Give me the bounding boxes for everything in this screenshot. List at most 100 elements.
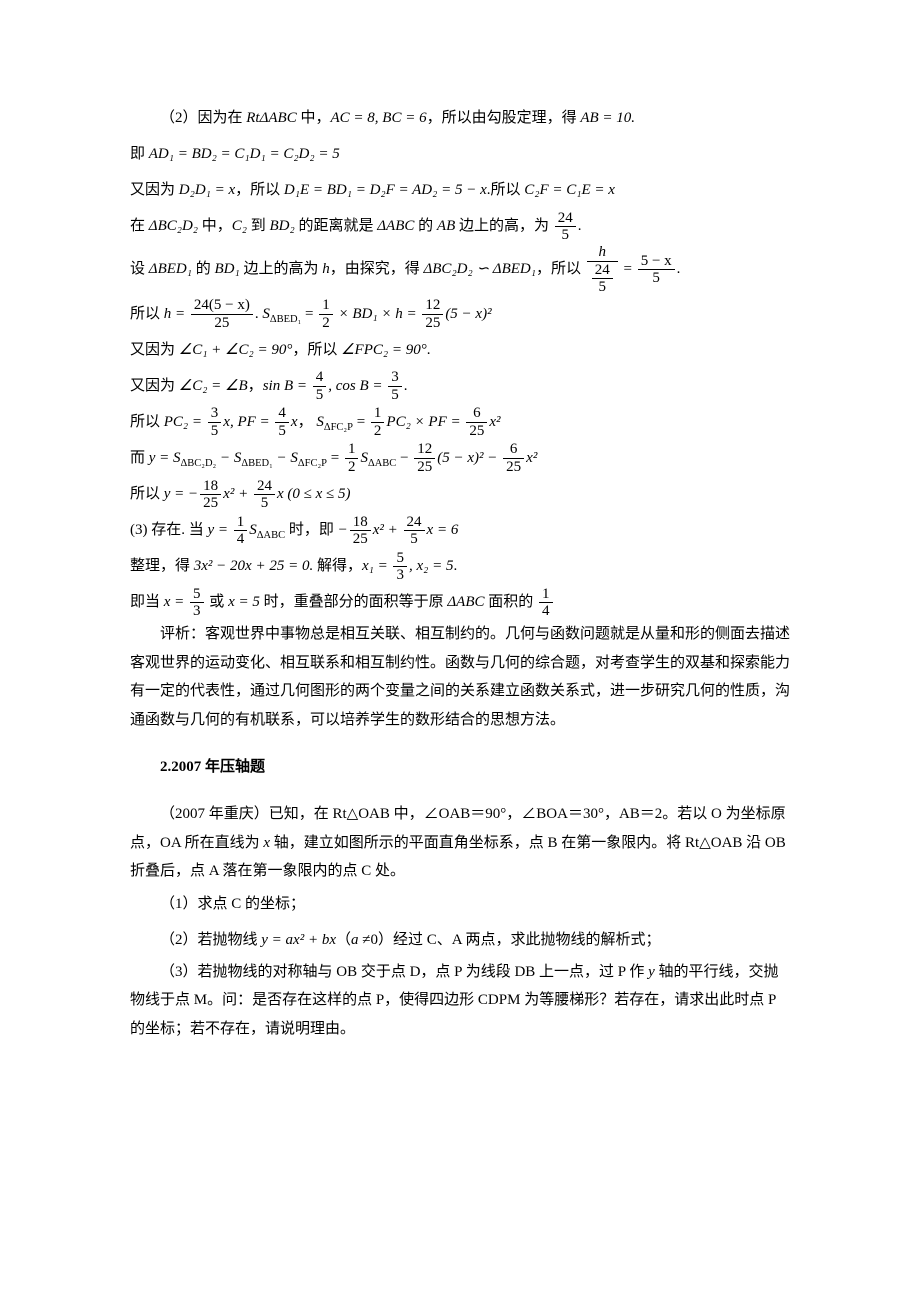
- math-expr: ∠C₁ + ∠C₂ = 90°: [179, 342, 293, 358]
- numerator: 18: [200, 478, 221, 496]
- fraction: 1825: [350, 514, 371, 548]
- text: .: [453, 558, 457, 574]
- numerator: 6: [466, 405, 487, 423]
- math-expr: y = S: [149, 450, 181, 466]
- fraction: 1225: [414, 441, 435, 475]
- text: (3) 存在. 当: [130, 522, 208, 538]
- numerator: 24: [254, 478, 275, 496]
- math-expr: C₂F = C₁E = x: [524, 182, 615, 198]
- math-expr: D₂D₁ = x: [179, 182, 235, 198]
- math-expr: x = 5: [228, 594, 260, 610]
- math-expr: y =: [208, 522, 232, 538]
- math-expr: AC = 8, BC = 6: [331, 110, 427, 126]
- text: 而: [130, 450, 149, 466]
- text: 解得，: [313, 558, 362, 574]
- math-expr: PC₂ =: [164, 414, 206, 430]
- math-expr: x₁ =: [362, 558, 392, 574]
- denominator: 25: [350, 531, 371, 548]
- denominator: 5: [254, 495, 275, 512]
- paragraph: 而 y = SΔBC₂D₂ − SΔBED₁ − SΔFC₂P = 12SΔAB…: [130, 440, 790, 476]
- numerator: 24: [404, 514, 425, 532]
- fraction: 1225: [422, 297, 443, 331]
- numerator: 24: [592, 262, 613, 280]
- text: 的距离就是: [295, 218, 378, 234]
- math-expr: h =: [164, 306, 189, 322]
- text: 时，即: [285, 522, 338, 538]
- fraction: 35: [388, 369, 402, 403]
- fraction: 625: [466, 405, 487, 439]
- fraction: 625: [503, 441, 524, 475]
- fraction: 245: [404, 514, 425, 548]
- paragraph: 又因为 ∠C₂ = ∠B，sin B = 45, cos B = 35.: [130, 368, 790, 404]
- question-1: （1）求点 C 的坐标；: [130, 886, 790, 922]
- math-expr: ΔBC₂D₂: [149, 218, 198, 234]
- numerator: 4: [313, 369, 327, 387]
- paragraph: (3) 存在. 当 y = 14SΔABC 时，即 −1825x² + 245x…: [130, 512, 790, 548]
- text: （2）因为在: [160, 110, 246, 126]
- numerator: 12: [414, 441, 435, 459]
- math-expr: ∠C₂ = ∠B: [179, 378, 248, 394]
- subscript: ΔBC₂D₂: [181, 458, 217, 469]
- denominator: 5: [555, 227, 576, 244]
- text: ，所以: [292, 342, 341, 358]
- math-expr: x²: [526, 450, 537, 466]
- numerator: 1: [539, 586, 553, 604]
- math-var: a: [351, 932, 359, 948]
- fraction: 35: [208, 405, 222, 439]
- text: .: [578, 218, 582, 234]
- fraction: 12: [371, 405, 385, 439]
- denominator: 2: [371, 423, 385, 440]
- text: 在: [130, 218, 149, 234]
- text: （3）若抛物线的对称轴与 OB 交于点 D，点 P 为线段 DB 上一点，过 P…: [160, 964, 648, 980]
- math-expr: − S: [273, 450, 298, 466]
- fraction: 53: [393, 550, 407, 584]
- text: ，: [248, 378, 263, 394]
- fraction: 5 − x5: [638, 253, 675, 287]
- math-expr: , cos B =: [328, 378, 386, 394]
- fraction: 1825: [200, 478, 221, 512]
- text: 时，重叠部分的面积等于原: [260, 594, 448, 610]
- math-expr: x (0 ≤ x ≤ 5): [277, 486, 351, 502]
- math-expr: C₂: [232, 218, 247, 234]
- text: 边上的高，为: [455, 218, 553, 234]
- math-expr: BD₂: [270, 218, 295, 234]
- math-expr: PC₂ × PF =: [386, 414, 464, 430]
- math-expr: S: [316, 414, 324, 430]
- subscript: ΔBED₁: [270, 314, 301, 325]
- fraction: 245: [254, 478, 275, 512]
- text: ，: [298, 414, 317, 430]
- denominator: 5: [313, 387, 327, 404]
- paragraph: 又因为 D₂D₁ = x，所以 D₁E = BD₁ = D₂F = AD₂ = …: [130, 172, 790, 208]
- subscript: ΔFC₂P: [298, 458, 327, 469]
- paragraph: （2）因为在 RtΔABC 中，AC = 8, BC = 6，所以由勾股定理，得…: [130, 100, 790, 136]
- text: =: [327, 450, 343, 466]
- text: =: [301, 306, 317, 322]
- text: 面积的: [485, 594, 538, 610]
- text: 到: [247, 218, 270, 234]
- denominator: 5: [638, 270, 675, 287]
- math-expr: −: [338, 522, 348, 538]
- math-expr: × BD₁ × h =: [335, 306, 421, 322]
- math-expr: ∠FPC₂ = 90°: [341, 342, 427, 358]
- text: ≠0）经过 C、A 两点，求此抛物线的解析式；: [359, 932, 661, 948]
- math-expr: x²: [489, 414, 500, 430]
- denominator: 2: [345, 459, 359, 476]
- math-expr: − S: [216, 450, 241, 466]
- numerator: 3: [208, 405, 222, 423]
- text: 所以: [130, 414, 164, 430]
- text: 的: [192, 261, 215, 277]
- math-expr: x =: [164, 594, 188, 610]
- problem-intro: （2007 年重庆）已知，在 Rt△OAB 中，∠OAB＝90°，∠BOA＝30…: [130, 800, 790, 886]
- numerator: 5: [190, 586, 204, 604]
- text: 即: [130, 146, 149, 162]
- denominator: 4: [234, 531, 248, 548]
- math-expr: ΔBED₁: [149, 261, 192, 277]
- text: .: [404, 378, 408, 394]
- numerator: 6: [503, 441, 524, 459]
- subscript: ΔABC: [257, 530, 285, 541]
- fraction: 53: [190, 586, 204, 620]
- paragraph: 所以 h = 24(5 − x)25. SΔBED₁ = 12 × BD₁ × …: [130, 296, 790, 332]
- text: =: [353, 414, 369, 430]
- numerator: 1: [234, 514, 248, 532]
- question-2: （2）若抛物线 y = ax² + bx（a ≠0）经过 C、A 两点，求此抛物…: [130, 922, 790, 958]
